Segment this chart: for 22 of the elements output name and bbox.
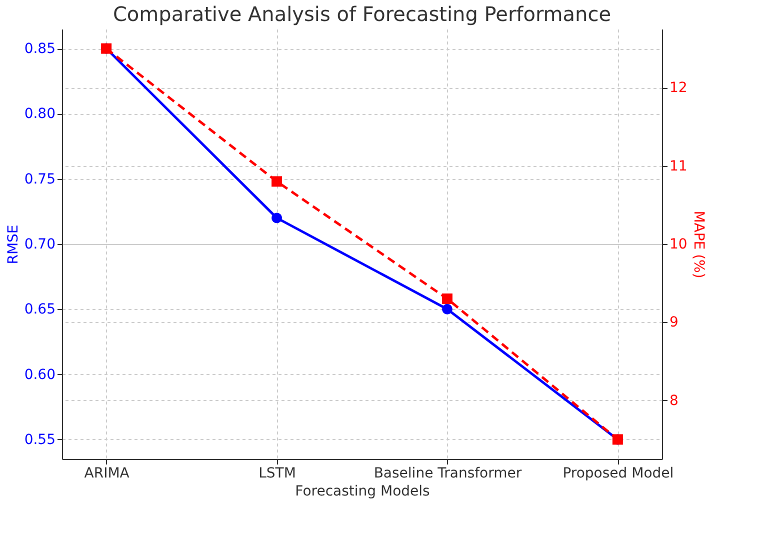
y-tick-label: 0.65 — [24, 302, 56, 318]
x-tick-label: ARIMA — [84, 466, 130, 482]
chart-title: Comparative Analysis of Forecasting Performance — [112, 2, 612, 26]
x-tick-label: LSTM — [258, 466, 296, 482]
y2-tick-label: 10 — [670, 236, 688, 252]
x-axis-title: Forecasting Models — [295, 484, 430, 500]
y-tick-label: 0.80 — [24, 106, 56, 122]
y-tick-label: 0.85 — [24, 41, 56, 58]
y2-tick-label: 9 — [670, 314, 678, 331]
y2-axis-title: MAPE (%) — [690, 210, 706, 278]
point — [442, 293, 452, 304]
y2-tick-label: 12 — [670, 80, 688, 96]
y2-tick-label: 8 — [670, 392, 678, 409]
y-tick-label: 0.75 — [24, 171, 56, 188]
x-tick-label: Proposed Model — [562, 466, 674, 482]
y-tick-label: 0.55 — [24, 432, 56, 448]
point — [272, 176, 282, 187]
y-tick-label: 0.70 — [24, 236, 56, 252]
y-tick-label: 0.60 — [24, 366, 56, 383]
y-axis-title: RMSE — [5, 224, 22, 264]
y2-tick-label: 11 — [670, 158, 688, 174]
x-tick-label: Baseline Transformer — [374, 466, 522, 482]
